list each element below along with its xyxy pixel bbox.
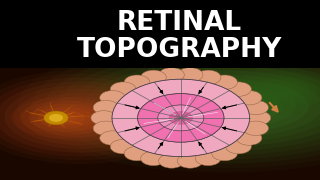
Ellipse shape <box>152 83 296 129</box>
Circle shape <box>91 111 116 125</box>
Circle shape <box>243 121 268 136</box>
Ellipse shape <box>4 85 156 149</box>
Ellipse shape <box>193 96 255 116</box>
Ellipse shape <box>238 74 320 106</box>
Ellipse shape <box>13 89 147 145</box>
Ellipse shape <box>58 53 320 159</box>
Circle shape <box>141 70 166 85</box>
Circle shape <box>195 70 221 85</box>
Circle shape <box>195 151 221 166</box>
Ellipse shape <box>28 104 102 132</box>
Ellipse shape <box>22 93 138 141</box>
Ellipse shape <box>125 75 320 138</box>
Ellipse shape <box>231 71 320 109</box>
Ellipse shape <box>11 97 120 139</box>
Bar <box>0 0 320 68</box>
Ellipse shape <box>166 87 282 125</box>
Ellipse shape <box>46 111 85 125</box>
Ellipse shape <box>67 112 93 122</box>
Circle shape <box>159 154 184 168</box>
Circle shape <box>245 111 271 125</box>
Ellipse shape <box>253 79 310 101</box>
Circle shape <box>159 68 184 82</box>
Ellipse shape <box>20 100 111 135</box>
Circle shape <box>212 146 237 161</box>
Ellipse shape <box>0 78 173 156</box>
Circle shape <box>100 91 125 105</box>
Ellipse shape <box>99 66 320 147</box>
Ellipse shape <box>58 108 102 126</box>
Circle shape <box>177 68 203 82</box>
Circle shape <box>96 70 266 166</box>
Ellipse shape <box>18 40 320 172</box>
Circle shape <box>141 151 166 166</box>
Ellipse shape <box>40 100 120 134</box>
Ellipse shape <box>31 44 320 168</box>
Ellipse shape <box>260 82 303 98</box>
Ellipse shape <box>85 62 320 151</box>
Circle shape <box>93 100 119 115</box>
Circle shape <box>49 114 63 122</box>
Text: TOPOGRAPHY: TOPOGRAPHY <box>76 37 282 63</box>
Ellipse shape <box>45 49 320 164</box>
Circle shape <box>226 140 251 154</box>
Ellipse shape <box>0 74 182 160</box>
Circle shape <box>177 154 203 168</box>
Circle shape <box>124 75 150 89</box>
Circle shape <box>169 111 193 125</box>
Circle shape <box>110 82 136 96</box>
Circle shape <box>100 131 125 145</box>
Circle shape <box>236 131 262 145</box>
Ellipse shape <box>246 76 318 104</box>
Ellipse shape <box>224 68 320 112</box>
Ellipse shape <box>0 81 164 153</box>
Circle shape <box>112 79 250 157</box>
Circle shape <box>158 105 204 131</box>
Ellipse shape <box>267 85 296 95</box>
Circle shape <box>93 121 119 136</box>
Ellipse shape <box>179 92 269 121</box>
Ellipse shape <box>37 107 94 129</box>
Circle shape <box>138 94 224 142</box>
Ellipse shape <box>49 104 111 130</box>
Ellipse shape <box>217 66 320 114</box>
Ellipse shape <box>31 96 129 138</box>
Circle shape <box>44 111 68 125</box>
Circle shape <box>212 75 237 89</box>
Ellipse shape <box>72 57 320 155</box>
Ellipse shape <box>0 70 191 164</box>
Circle shape <box>243 100 268 115</box>
Text: RETINAL: RETINAL <box>116 10 242 36</box>
Circle shape <box>110 140 136 154</box>
Circle shape <box>124 146 150 161</box>
Ellipse shape <box>112 70 320 142</box>
Circle shape <box>236 91 262 105</box>
Bar <box>0 68 320 180</box>
Circle shape <box>226 82 251 96</box>
Ellipse shape <box>55 114 76 122</box>
Ellipse shape <box>139 79 309 134</box>
